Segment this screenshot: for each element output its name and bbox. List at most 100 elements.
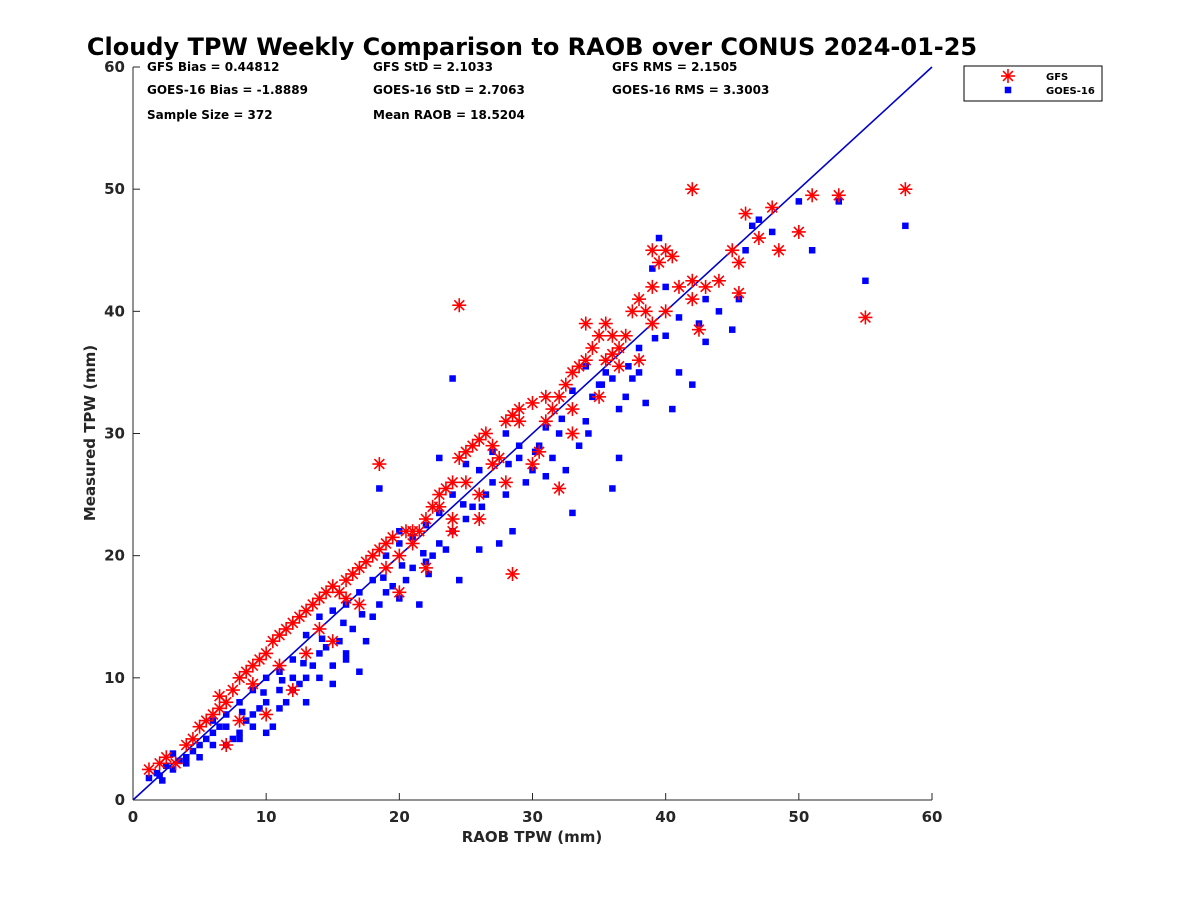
- goes-16-point: [729, 326, 736, 333]
- goes-16-point: [495, 540, 503, 547]
- stat-text: GOES-16 RMS = 3.3003: [612, 83, 769, 97]
- goes-16-point: [382, 552, 390, 559]
- goes-16-point: [342, 656, 350, 663]
- legend-label-gfs: GFS: [1046, 72, 1068, 83]
- gfs-point: [339, 591, 354, 606]
- gfs-point: [898, 182, 913, 197]
- gfs-point: [685, 292, 700, 307]
- goes-16-point: [420, 549, 427, 557]
- statistics-block: GFS Bias = 0.44812 GFS StD = 2.1033 GFS RM…: [147, 60, 769, 122]
- goes-16-point: [356, 589, 363, 596]
- gfs-point: [312, 621, 327, 636]
- goes-16-point: [602, 369, 609, 376]
- goes-16-point: [236, 735, 243, 743]
- y-tick-label: 20: [104, 547, 125, 565]
- goes-16-point: [429, 552, 436, 559]
- goes-16-point: [462, 460, 470, 468]
- gfs-point: [232, 670, 247, 685]
- gfs-point: [545, 402, 560, 417]
- goes-16-point: [689, 381, 696, 388]
- gfs-point: [505, 566, 520, 581]
- legend-label-goes-16: GOES-16: [1046, 86, 1095, 97]
- goes-16-point: [322, 644, 330, 651]
- goes-16-point: [669, 405, 676, 413]
- goes-16-point: [396, 540, 403, 547]
- goes-16-point: [329, 662, 336, 669]
- goes-16-point: [316, 613, 323, 620]
- gfs-point: [372, 457, 387, 472]
- gfs-point: [392, 585, 407, 600]
- stat-text: Sample Size = 372: [147, 108, 273, 122]
- y-tick-label: 40: [104, 302, 125, 320]
- stat-text: GFS Bias = 0.44812: [147, 60, 279, 74]
- gfs-point: [445, 512, 460, 527]
- goes-16-point: [209, 741, 217, 749]
- goes-16-point: [376, 485, 383, 492]
- gfs-point: [711, 273, 726, 288]
- gfs-point: [232, 713, 247, 728]
- gfs-point: [168, 756, 183, 771]
- goes-16-point: [609, 375, 616, 382]
- gfs-point: [345, 566, 360, 581]
- x-tick-label: 20: [389, 808, 410, 826]
- gfs-point: [279, 621, 294, 636]
- goes-16-point: [369, 613, 376, 620]
- gfs-point: [831, 188, 846, 203]
- goes-16-point: [169, 766, 177, 773]
- gfs-point: [578, 353, 593, 368]
- goes-16-point: [249, 723, 257, 730]
- goes-16-point: [715, 308, 723, 315]
- goes-16-point: [436, 454, 443, 462]
- x-tick-label: 50: [788, 808, 809, 826]
- goes-16-point: [456, 576, 463, 584]
- goes-16-point: [515, 442, 523, 449]
- gfs-point: [141, 762, 156, 777]
- goes-16-point: [176, 757, 183, 765]
- goes-16-point: [302, 631, 310, 639]
- legend-box: [963, 65, 1103, 102]
- gfs-point: [199, 713, 214, 728]
- goes-16-point: [795, 198, 803, 205]
- goes-16-point: [475, 546, 483, 553]
- gfs-point: [445, 475, 460, 490]
- goes-16-point: [748, 222, 756, 230]
- legend: GFS GOES-16: [963, 65, 1103, 102]
- goes-16-point: [622, 393, 629, 401]
- gfs-point: [632, 292, 647, 307]
- goes-16-point: [329, 607, 336, 614]
- goes-16-point: [278, 677, 286, 684]
- gfs-point: [565, 426, 580, 441]
- gfs-point: [598, 316, 613, 331]
- goes-16-point: [369, 576, 376, 584]
- goes-16-point: [615, 405, 623, 413]
- gfs-point: [725, 243, 740, 258]
- gfs-point: [212, 689, 227, 704]
- y-tick-label: 10: [104, 669, 125, 687]
- gfs-point: [299, 646, 314, 661]
- gfs-point: [738, 206, 753, 221]
- goes-16-point: [662, 283, 669, 291]
- goes-16-point: [425, 570, 432, 578]
- goes-16-point: [509, 527, 516, 535]
- goes-16-point: [651, 334, 659, 342]
- gfs-point: [592, 328, 607, 343]
- goes-16-point: [276, 705, 283, 712]
- goes-16-point: [398, 562, 406, 569]
- goes-16-point: [309, 662, 317, 669]
- gfs-point: [418, 512, 433, 527]
- gfs-point: [731, 255, 746, 270]
- goes-16-point: [475, 466, 483, 474]
- gfs-point: [552, 481, 567, 496]
- y-tick-label: 0: [115, 791, 125, 809]
- goes-16-point: [376, 601, 383, 608]
- goes-16-point: [402, 576, 410, 584]
- goes-16-point: [163, 762, 170, 770]
- goes-16-point: [302, 699, 310, 706]
- goes-16-point: [342, 650, 350, 657]
- goes-16-point: [742, 247, 749, 254]
- gfs-point: [325, 634, 340, 649]
- stat-text: GFS RMS = 2.1505: [612, 60, 737, 74]
- goes-16-point: [625, 363, 632, 370]
- goes-16-point: [449, 491, 456, 498]
- y-tick-label: 50: [104, 180, 125, 198]
